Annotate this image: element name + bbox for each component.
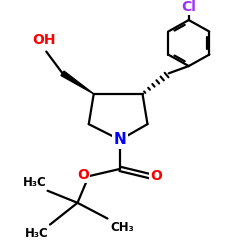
Text: O: O (77, 168, 89, 182)
Text: H₃C: H₃C (25, 226, 49, 239)
Text: Cl: Cl (181, 0, 196, 14)
Text: OH: OH (32, 33, 56, 47)
Polygon shape (61, 71, 94, 94)
Text: H₃C: H₃C (22, 176, 46, 189)
Text: N: N (114, 132, 126, 147)
Text: O: O (150, 169, 162, 183)
Text: CH₃: CH₃ (110, 221, 134, 234)
